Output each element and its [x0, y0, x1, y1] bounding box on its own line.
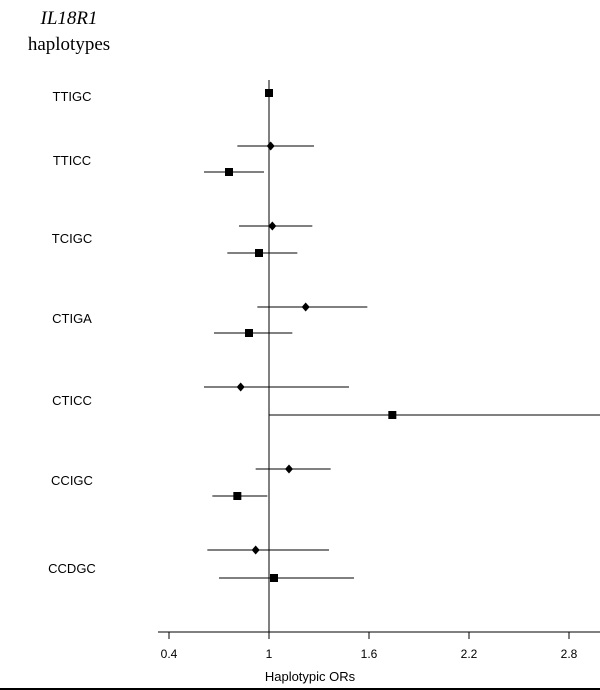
- or-point-square: [233, 492, 242, 500]
- x-tick-label: 2.8: [561, 647, 578, 661]
- x-tick-label: 1: [266, 647, 273, 661]
- chart-title-subtitle: haplotypes: [27, 34, 111, 55]
- or-point-square: [265, 89, 273, 97]
- or-point-square: [388, 411, 397, 419]
- or-point-square: [255, 249, 263, 257]
- x-tick-label: 1.6: [361, 647, 378, 661]
- x-axis-label: Haplotypic ORs: [265, 669, 356, 684]
- or-point-square: [225, 168, 233, 176]
- or-point-diamond: [251, 545, 260, 555]
- bottom-border: [0, 688, 600, 690]
- or-point-diamond: [301, 302, 310, 312]
- or-point-diamond: [266, 141, 275, 151]
- haplotype-label: TTIGC: [53, 89, 92, 104]
- chart-title-gene: IL18R1: [40, 8, 98, 29]
- or-point-diamond: [236, 382, 245, 392]
- haplotype-label: TTICC: [53, 153, 91, 168]
- or-point-square: [245, 329, 253, 337]
- or-point-square: [270, 574, 278, 582]
- haplotype-label: CTIGA: [52, 311, 92, 326]
- haplotype-label: CTICC: [52, 393, 92, 408]
- x-tick-label: 2.2: [461, 647, 478, 661]
- or-point-diamond: [285, 464, 293, 474]
- haplotype-label: CCDGC: [48, 561, 96, 576]
- or-point-diamond: [268, 221, 277, 231]
- haplotype-label: TCIGC: [52, 231, 92, 246]
- haplotype-label: CCIGC: [51, 473, 93, 488]
- x-tick-label: 0.4: [161, 647, 178, 661]
